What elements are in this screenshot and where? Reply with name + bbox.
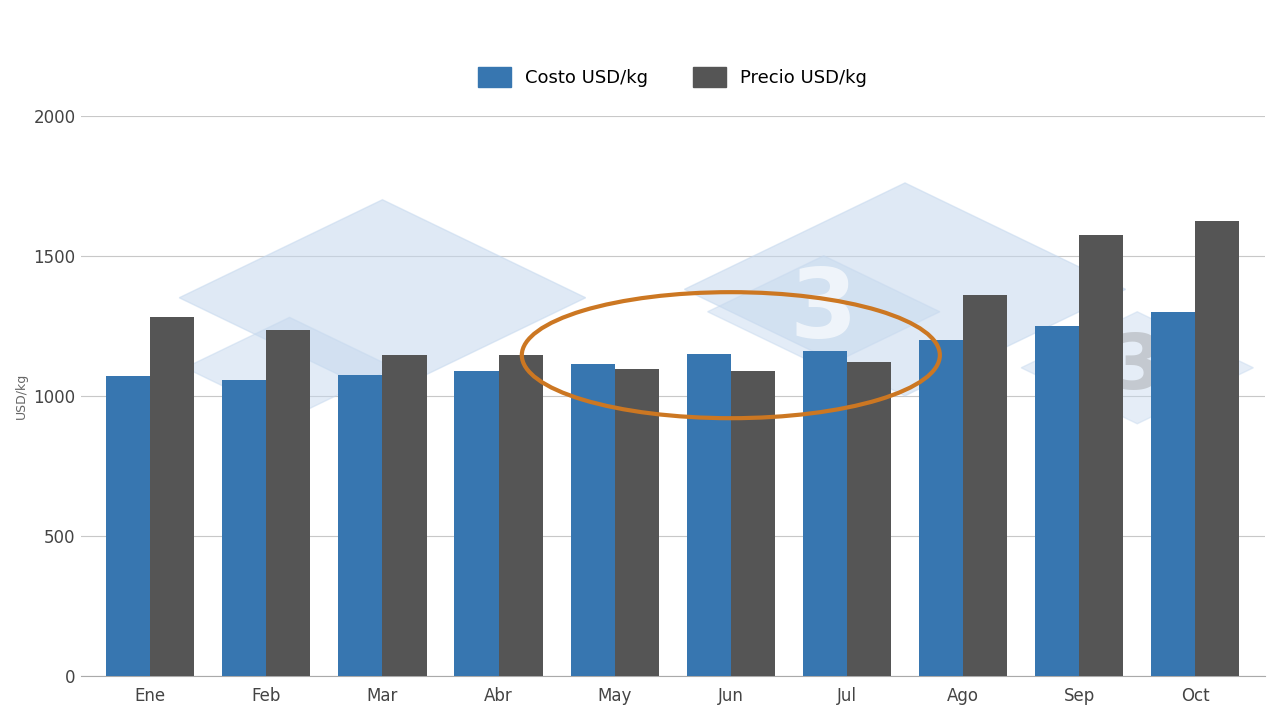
Bar [1196, 221, 1239, 676]
Text: 3: 3 [1111, 330, 1164, 405]
Bar [686, 354, 731, 676]
Text: 3: 3 [790, 265, 858, 359]
Bar [266, 330, 311, 676]
Bar [383, 355, 426, 676]
Bar [150, 318, 195, 676]
Text: 3: 3 [262, 330, 316, 405]
Bar [919, 340, 963, 676]
Bar [803, 351, 847, 676]
Bar [847, 362, 891, 676]
Bar [614, 369, 659, 676]
Polygon shape [685, 183, 1125, 396]
Legend: Costo USD/kg, Precio USD/kg: Costo USD/kg, Precio USD/kg [470, 58, 877, 96]
Bar [571, 364, 614, 676]
Bar [338, 375, 383, 676]
Bar [106, 376, 150, 676]
Polygon shape [179, 199, 586, 396]
Bar [731, 371, 774, 676]
Bar [963, 295, 1007, 676]
Bar [1079, 235, 1124, 676]
Bar [454, 371, 499, 676]
Polygon shape [1021, 312, 1253, 424]
Y-axis label: USD/kg: USD/kg [15, 373, 28, 419]
Bar [223, 380, 266, 676]
Bar [499, 355, 543, 676]
Bar [1151, 312, 1196, 676]
Bar [1036, 325, 1079, 676]
Polygon shape [708, 256, 940, 368]
Polygon shape [186, 318, 394, 418]
